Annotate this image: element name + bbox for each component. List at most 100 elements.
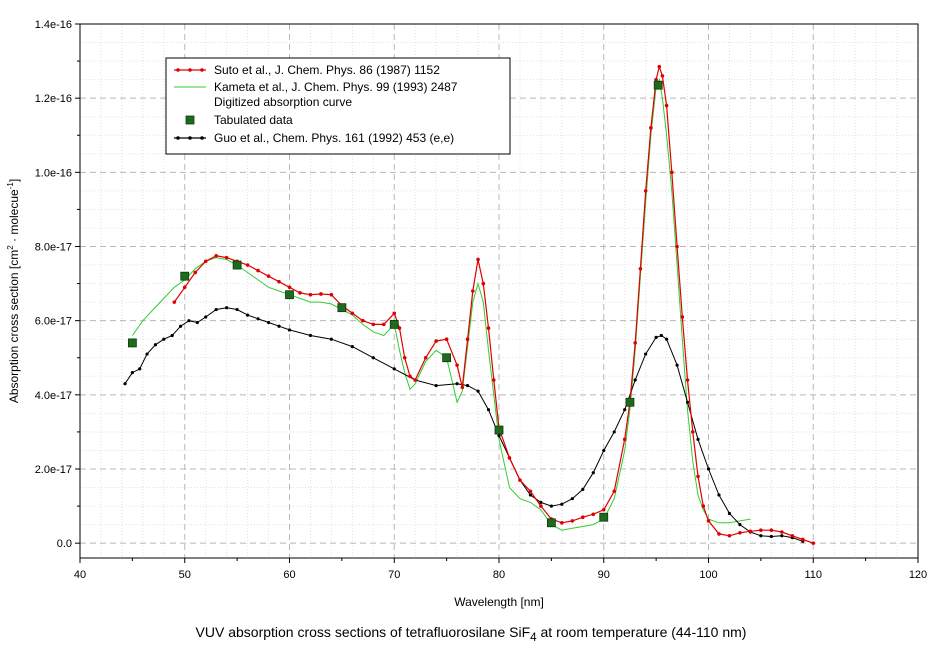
legend-marker	[185, 115, 195, 125]
tabulated-point	[232, 260, 242, 270]
suto-point	[193, 270, 198, 275]
legend-marker	[188, 136, 192, 140]
legend: Suto et al., J. Chem. Phys. 86 (1987) 11…	[165, 57, 511, 155]
suto-point	[780, 530, 784, 534]
guo-point	[277, 324, 281, 328]
guo-point	[434, 383, 438, 388]
guo-point	[685, 400, 690, 404]
guo-point	[769, 534, 773, 539]
guo-point	[287, 328, 292, 332]
guo-point	[665, 337, 669, 341]
suto-point	[392, 311, 397, 316]
suto-point	[748, 529, 753, 534]
suto-point	[759, 528, 763, 532]
caption-text: VUV absorption cross sections of tetrafl…	[195, 624, 531, 640]
legend-marker	[176, 136, 180, 140]
guo-point	[145, 352, 149, 356]
guo-point	[455, 382, 459, 386]
suto-point	[224, 255, 229, 260]
x-tick-label: 100	[699, 569, 717, 581]
suto-point	[633, 341, 637, 345]
tabulated-point	[389, 319, 399, 329]
guo-point	[195, 320, 199, 325]
guo-point	[717, 493, 721, 497]
x-tick-label: 40	[74, 569, 86, 581]
x-tick-label: 110	[804, 569, 822, 581]
guo-point	[329, 337, 333, 341]
suto-point	[670, 170, 674, 175]
guo-point	[654, 335, 658, 339]
y-tick-label: 1.0e-16	[35, 167, 72, 179]
suto-point	[287, 285, 292, 290]
guo-point	[162, 337, 166, 341]
suto-point	[811, 541, 816, 545]
legend-label: Tabulated data	[214, 113, 293, 127]
guo-point	[476, 389, 480, 393]
tabulated-point	[127, 338, 137, 348]
x-tick-label: 120	[909, 569, 927, 581]
caption-subscript: 4	[530, 630, 537, 644]
series-line-kameta	[131, 77, 751, 531]
suto-point	[664, 103, 669, 108]
guo-point	[696, 437, 700, 441]
suto-point	[214, 253, 218, 258]
legend-marker	[200, 68, 204, 72]
suto-point	[434, 339, 438, 343]
tabulated-point	[625, 397, 635, 407]
suto-point	[444, 337, 449, 342]
suto-point	[507, 456, 512, 460]
y-axis-label: Absorption cross section [cm2 · molecue-…	[6, 179, 21, 403]
suto-point	[790, 533, 795, 538]
y-tick-label: 4.0e-17	[35, 390, 72, 402]
suto-point	[528, 489, 533, 494]
legend-label: Digitized absorption curve	[214, 95, 352, 109]
y-tick-label: 6.0e-17	[35, 316, 72, 328]
guo-point	[560, 502, 564, 506]
guo-point	[392, 367, 396, 371]
suto-point	[256, 268, 260, 273]
suto-point	[203, 259, 208, 264]
y-axis-label-sup2: -1	[6, 182, 15, 190]
y-tick-label: 8.0e-17	[35, 242, 72, 254]
tabulated-point	[494, 425, 504, 435]
guo-point	[549, 504, 553, 508]
tabulated-point	[546, 518, 556, 528]
suto-point	[581, 515, 585, 520]
suto-point	[591, 512, 596, 517]
suto-point	[701, 504, 706, 508]
suto-point	[266, 274, 271, 278]
y-tick-label: 0.0	[57, 538, 72, 550]
guo-point	[225, 306, 229, 310]
suto-point	[518, 478, 522, 482]
suto-point	[402, 355, 407, 360]
x-tick-label: 70	[388, 569, 400, 581]
guo-point	[465, 383, 470, 388]
suto-point	[638, 266, 643, 271]
guo-point	[187, 319, 191, 323]
guo-point	[497, 434, 501, 438]
legend-marker	[188, 68, 192, 72]
y-axis-label-end: ]	[7, 179, 21, 182]
x-tick-label: 60	[283, 569, 295, 581]
suto-point	[643, 189, 648, 193]
guo-point	[644, 352, 648, 356]
guo-point	[602, 448, 606, 453]
suto-point	[539, 504, 543, 508]
suto-point	[371, 322, 376, 327]
x-tick-label: 50	[179, 569, 191, 581]
suto-point	[423, 355, 428, 360]
suto-point	[690, 430, 695, 434]
tabulated-point	[337, 303, 347, 313]
legend-label: Guo et al., Chem. Phys. 161 (1992) 453 (…	[214, 131, 454, 145]
suto-point	[408, 374, 412, 379]
guo-point	[214, 307, 218, 312]
guo-point	[486, 408, 491, 412]
guo-point	[308, 333, 313, 338]
guo-point	[178, 324, 183, 328]
y-tick-label: 2.0e-17	[35, 464, 72, 476]
figure-caption: VUV absorption cross sections of tetrafl…	[0, 624, 942, 644]
guo-point	[130, 370, 134, 375]
suto-point	[182, 285, 187, 290]
guo-point	[581, 487, 585, 491]
